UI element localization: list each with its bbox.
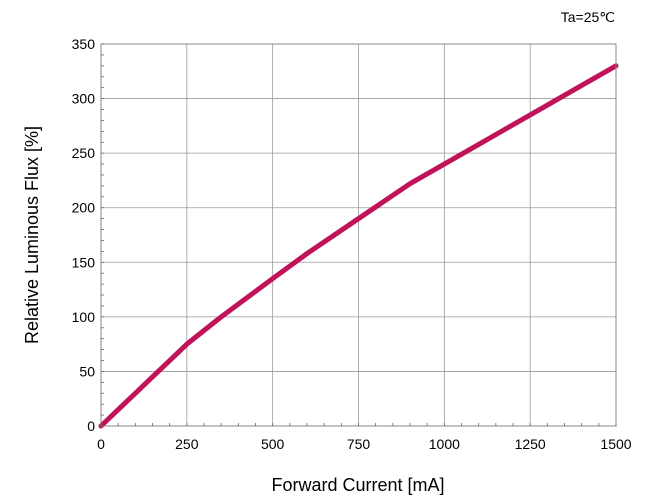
x-axis-title: Forward Current [mA] — [271, 475, 444, 495]
grid-lines — [101, 44, 616, 426]
x-tick-label: 1000 — [429, 436, 460, 452]
y-tick-label: 300 — [72, 91, 96, 107]
y-axis-title: Relative Luminous Flux [%] — [22, 126, 42, 344]
y-tick-label: 50 — [79, 363, 95, 379]
x-tick-label: 500 — [261, 436, 285, 452]
temperature-annotation: Ta=25℃ — [561, 9, 615, 25]
x-tick-label: 1500 — [600, 436, 631, 452]
x-tick-label: 0 — [97, 436, 105, 452]
series-line — [98, 63, 619, 429]
x-tick-label: 750 — [347, 436, 371, 452]
y-tick-label: 150 — [72, 254, 96, 270]
series-layer — [98, 63, 619, 429]
y-tick-label: 350 — [72, 36, 96, 52]
y-tick-label: 200 — [72, 200, 96, 216]
x-tick-label: 250 — [175, 436, 199, 452]
y-tick-label: 0 — [87, 418, 95, 434]
x-tick-label: 1250 — [515, 436, 546, 452]
y-tick-label: 100 — [72, 309, 96, 325]
axis-ticks: 0 250 500 750 1000 1250 1500 0 50 100 150 200 250 300… — [72, 36, 632, 452]
y-tick-label: 250 — [72, 145, 96, 161]
